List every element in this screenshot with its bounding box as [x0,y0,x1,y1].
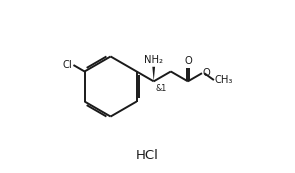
Text: NH₂: NH₂ [144,55,163,65]
Text: O: O [184,56,192,66]
Polygon shape [152,67,155,81]
Text: O: O [203,68,210,78]
Text: CH₃: CH₃ [214,75,233,85]
Text: &1: &1 [155,84,167,93]
Text: HCl: HCl [136,149,159,162]
Text: Cl: Cl [63,60,73,70]
